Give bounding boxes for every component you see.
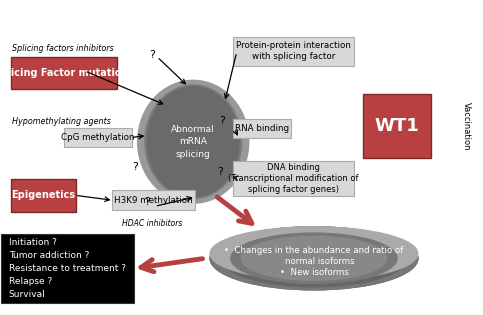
Text: Hypomethylating agents: Hypomethylating agents — [12, 117, 111, 126]
FancyBboxPatch shape — [233, 161, 354, 196]
Text: normal isoforms: normal isoforms — [274, 257, 354, 266]
Text: •  New isoforms: • New isoforms — [280, 268, 348, 277]
Text: •  Changes in the abundance and ratio of: • Changes in the abundance and ratio of — [224, 246, 404, 255]
Text: DNA binding
(Transcriptional modification of
splicing factor genes): DNA binding (Transcriptional modificatio… — [228, 163, 359, 194]
Text: Epigenetics: Epigenetics — [12, 190, 75, 200]
Text: H3K9 methylation: H3K9 methylation — [114, 196, 193, 205]
FancyBboxPatch shape — [11, 57, 117, 89]
Ellipse shape — [138, 80, 249, 203]
FancyBboxPatch shape — [233, 37, 354, 66]
Ellipse shape — [147, 87, 239, 197]
Text: CpG methylation: CpG methylation — [61, 133, 135, 142]
Text: Splicing Factor mutations: Splicing Factor mutations — [0, 68, 135, 78]
FancyBboxPatch shape — [233, 119, 291, 138]
Ellipse shape — [242, 236, 386, 280]
Text: Splicing factors inhibitors: Splicing factors inhibitors — [12, 44, 114, 53]
Text: ?: ? — [149, 50, 155, 60]
Text: Protein-protein interaction
with splicing factor: Protein-protein interaction with splicin… — [236, 41, 351, 61]
Ellipse shape — [220, 230, 407, 287]
Text: Abnormal
mRNA
splicing: Abnormal mRNA splicing — [171, 125, 215, 159]
Text: Initiation ?
Tumor addiction ?
Resistance to treatment ?
Relapse ?
Survival: Initiation ? Tumor addiction ? Resistanc… — [9, 238, 126, 300]
Text: RNA binding: RNA binding — [235, 124, 289, 133]
FancyBboxPatch shape — [64, 128, 132, 147]
Text: ?: ? — [217, 167, 223, 177]
Text: ?: ? — [144, 197, 150, 207]
Ellipse shape — [210, 227, 418, 290]
Text: ?: ? — [132, 162, 138, 172]
FancyBboxPatch shape — [11, 179, 76, 212]
FancyBboxPatch shape — [1, 234, 134, 303]
Ellipse shape — [231, 233, 397, 284]
FancyBboxPatch shape — [363, 94, 431, 158]
Text: ?: ? — [219, 116, 225, 126]
Ellipse shape — [210, 227, 418, 280]
Ellipse shape — [145, 85, 242, 198]
Ellipse shape — [210, 227, 418, 290]
FancyBboxPatch shape — [112, 190, 195, 210]
Text: Vaccination: Vaccination — [462, 102, 470, 150]
Text: WT1: WT1 — [375, 117, 420, 135]
Text: HDAC inhibitors: HDAC inhibitors — [122, 219, 183, 228]
